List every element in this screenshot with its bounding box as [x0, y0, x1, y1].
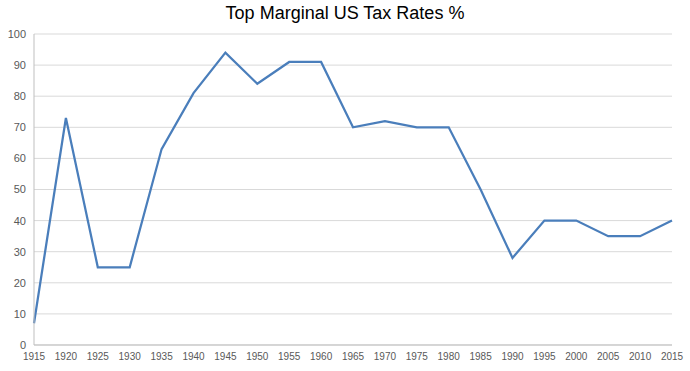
svg-text:1945: 1945 — [214, 351, 237, 362]
svg-text:1965: 1965 — [342, 351, 365, 362]
svg-text:1915: 1915 — [23, 351, 46, 362]
svg-text:1970: 1970 — [374, 351, 397, 362]
svg-text:80: 80 — [14, 90, 26, 102]
svg-text:0: 0 — [20, 339, 26, 351]
svg-text:10: 10 — [14, 308, 26, 320]
svg-text:1980: 1980 — [438, 351, 461, 362]
svg-text:1995: 1995 — [533, 351, 556, 362]
svg-text:1975: 1975 — [406, 351, 429, 362]
svg-text:90: 90 — [14, 59, 26, 71]
html-text:Top Marginal US Tax Rates %: Top Marginal US Tax Rates % — [225, 3, 465, 23]
svg-text:1920: 1920 — [55, 351, 78, 362]
svg-text:20: 20 — [14, 277, 26, 289]
svg-text:70: 70 — [14, 121, 26, 133]
svg-text:1930: 1930 — [119, 351, 142, 362]
svg-text:2010: 2010 — [629, 351, 652, 362]
svg-text:1985: 1985 — [469, 351, 492, 362]
svg-text:1950: 1950 — [246, 351, 269, 362]
svg-text:50: 50 — [14, 183, 26, 195]
svg-text:60: 60 — [14, 152, 26, 164]
svg-text:2000: 2000 — [565, 351, 588, 362]
svg-text:1955: 1955 — [278, 351, 301, 362]
svg-text:1960: 1960 — [310, 351, 333, 362]
svg-text:2015: 2015 — [661, 351, 682, 362]
svg-text:100: 100 — [8, 28, 26, 40]
svg-text:1935: 1935 — [150, 351, 173, 362]
svg-text:1925: 1925 — [87, 351, 110, 362]
svg-text:30: 30 — [14, 246, 26, 258]
svg-text:40: 40 — [14, 215, 26, 227]
svg-text:1990: 1990 — [501, 351, 524, 362]
svg-text:2005: 2005 — [597, 351, 620, 362]
svg-text:1940: 1940 — [182, 351, 205, 362]
